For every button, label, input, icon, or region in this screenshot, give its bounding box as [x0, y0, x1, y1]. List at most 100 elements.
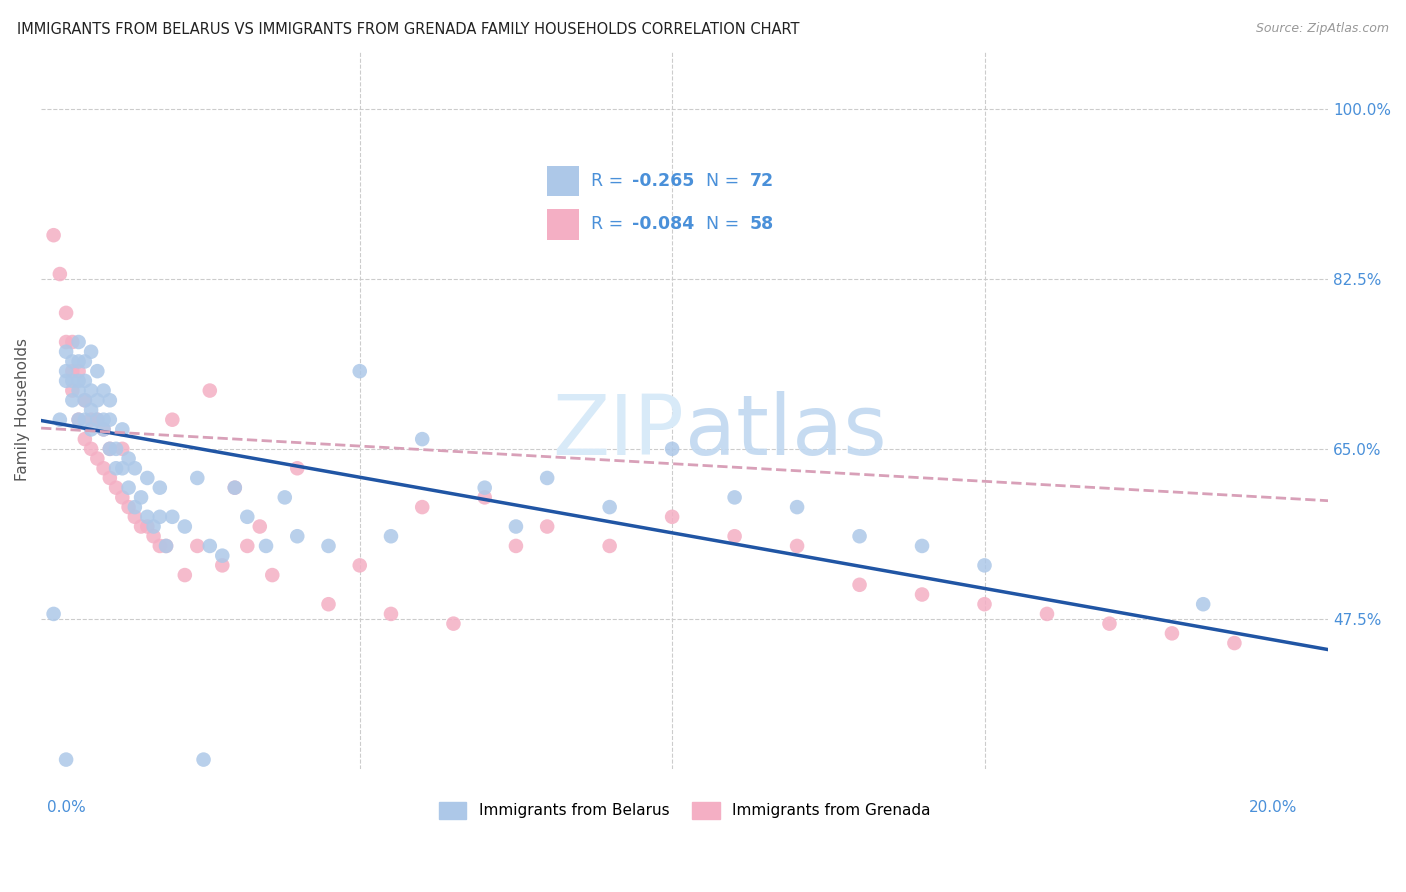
Point [193, 753, 215, 767]
Text: IMMIGRANTS FROM BELARUS VS IMMIGRANTS FROM GRENADA FAMILY HOUSEHOLDS CORRELATION: IMMIGRANTS FROM BELARUS VS IMMIGRANTS FR… [17, 22, 800, 37]
Point [1098, 616, 1121, 631]
Text: R =: R = [592, 172, 628, 190]
Point [80, 442, 103, 456]
Point [60, 374, 83, 388]
Point [236, 539, 259, 553]
Text: ZIP: ZIP [553, 391, 685, 472]
Point [149, 539, 172, 553]
Point [80, 344, 103, 359]
Text: 20.0%: 20.0% [1249, 800, 1296, 815]
Point [86, 364, 108, 378]
Point [55, 753, 77, 767]
Point [136, 509, 159, 524]
Point [136, 471, 159, 485]
Point [1192, 597, 1215, 611]
Point [173, 568, 195, 582]
Point [318, 539, 340, 553]
Point [149, 509, 172, 524]
Point [80, 413, 103, 427]
Point [42, 228, 65, 243]
Bar [547, 166, 579, 196]
Point [42, 607, 65, 621]
Point [262, 568, 284, 582]
Point [236, 509, 259, 524]
Point [93, 413, 115, 427]
Point [98, 471, 121, 485]
Point [723, 491, 745, 505]
Text: 72: 72 [751, 172, 775, 190]
Point [211, 549, 233, 563]
Point [73, 393, 96, 408]
Point [599, 500, 621, 515]
Text: N =: N = [706, 172, 745, 190]
Point [49, 267, 72, 281]
Point [67, 413, 90, 427]
Point [285, 529, 308, 543]
Point [411, 432, 433, 446]
Point [536, 471, 558, 485]
Point [111, 461, 134, 475]
Point [80, 422, 103, 436]
Point [536, 519, 558, 533]
Point [173, 519, 195, 533]
Point [73, 374, 96, 388]
Point [1161, 626, 1184, 640]
Point [211, 558, 233, 573]
Point [93, 422, 115, 436]
Point [60, 354, 83, 368]
Point [474, 481, 496, 495]
Point [848, 529, 870, 543]
Point [186, 539, 208, 553]
Point [111, 491, 134, 505]
Point [55, 364, 77, 378]
Point [786, 539, 808, 553]
Point [55, 344, 77, 359]
Point [136, 519, 159, 533]
Point [723, 529, 745, 543]
Point [380, 529, 402, 543]
Point [98, 393, 121, 408]
Text: R =: R = [592, 215, 628, 234]
Bar [547, 209, 579, 240]
Point [124, 461, 146, 475]
Point [249, 519, 271, 533]
Point [80, 384, 103, 398]
Point [973, 558, 995, 573]
Point [67, 334, 90, 349]
Point [142, 529, 165, 543]
Text: atlas: atlas [685, 391, 886, 472]
Point [162, 413, 184, 427]
Point [55, 374, 77, 388]
Point [411, 500, 433, 515]
Point [105, 481, 128, 495]
Point [67, 354, 90, 368]
Point [124, 509, 146, 524]
Point [149, 481, 172, 495]
Point [224, 481, 246, 495]
Point [129, 491, 152, 505]
Point [73, 432, 96, 446]
Point [142, 519, 165, 533]
Point [349, 558, 371, 573]
Point [73, 413, 96, 427]
Point [98, 413, 121, 427]
Point [86, 413, 108, 427]
Point [60, 334, 83, 349]
Text: 0.0%: 0.0% [48, 800, 86, 815]
Point [93, 461, 115, 475]
Point [67, 384, 90, 398]
Point [599, 539, 621, 553]
Point [848, 578, 870, 592]
Point [661, 442, 683, 456]
Text: 58: 58 [751, 215, 775, 234]
Point [117, 481, 139, 495]
Point [274, 491, 297, 505]
Point [786, 500, 808, 515]
Point [67, 364, 90, 378]
Point [86, 413, 108, 427]
Point [285, 461, 308, 475]
Point [98, 442, 121, 456]
Point [911, 587, 934, 601]
Text: N =: N = [706, 215, 745, 234]
Point [55, 306, 77, 320]
